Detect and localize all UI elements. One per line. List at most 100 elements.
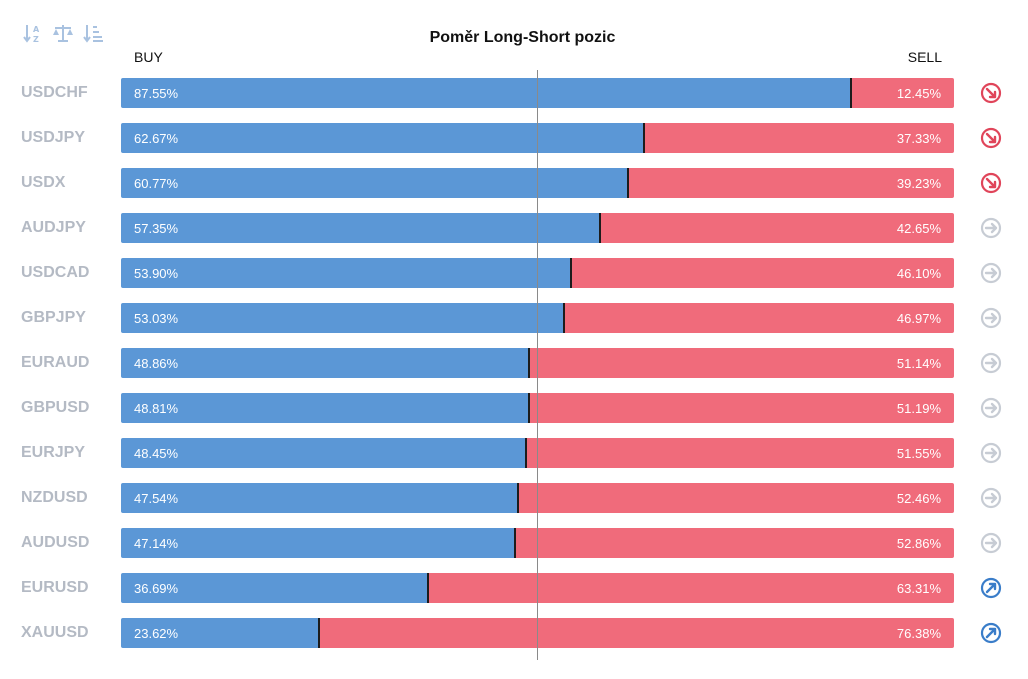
ratio-bar: 60.77% 39.23% <box>121 168 954 198</box>
buy-percent-label: 53.03% <box>134 311 179 326</box>
buy-bar: 47.14% <box>121 528 514 558</box>
symbol-label[interactable]: USDX <box>21 174 66 191</box>
ratio-bar: 47.54% 52.46% <box>121 483 954 513</box>
symbol-label[interactable]: AUDUSD <box>21 534 90 551</box>
ratio-row: NZDUSD 47.54% 52.46% <box>0 483 1028 513</box>
buy-percent-label: 87.55% <box>134 86 179 101</box>
buy-percent-label: 48.45% <box>134 446 179 461</box>
sell-bar: 46.97% <box>563 303 954 333</box>
ratio-bar: 53.03% 46.97% <box>121 303 954 333</box>
ratio-row: USDCHF 87.55% 12.45% <box>0 78 1028 108</box>
sell-percent-label: 39.23% <box>896 176 941 191</box>
svg-text:Z: Z <box>33 35 39 44</box>
sell-percent-label: 51.55% <box>896 446 941 461</box>
buy-bar: 48.45% <box>121 438 525 468</box>
ratio-row: EURJPY 48.45% 51.55% <box>0 438 1028 468</box>
symbol-label[interactable]: USDJPY <box>21 129 86 146</box>
buy-bar: 36.69% <box>121 573 427 603</box>
buy-header: BUY <box>134 49 163 65</box>
sell-bar: 39.23% <box>627 168 954 198</box>
sell-bar: 37.33% <box>643 123 954 153</box>
signal-neutral-icon[interactable] <box>980 487 1002 509</box>
buy-bar: 48.81% <box>121 393 528 423</box>
ratio-row: EURAUD 48.86% 51.14% <box>0 348 1028 378</box>
symbol-label[interactable]: NZDUSD <box>21 489 88 506</box>
signal-down-icon[interactable] <box>980 82 1002 104</box>
sell-percent-label: 51.14% <box>896 356 941 371</box>
symbol-label[interactable]: XAUUSD <box>21 624 89 641</box>
sell-percent-label: 52.86% <box>896 536 941 551</box>
sell-bar: 42.65% <box>599 213 954 243</box>
buy-bar: 57.35% <box>121 213 599 243</box>
sell-percent-label: 52.46% <box>896 491 941 506</box>
ratio-row: XAUUSD 23.62% 76.38% <box>0 618 1028 648</box>
balance-scale-icon[interactable] <box>52 22 74 44</box>
buy-percent-label: 53.90% <box>134 266 179 281</box>
ratio-row: USDCAD 53.90% 46.10% <box>0 258 1028 288</box>
ratio-bar: 48.86% 51.14% <box>121 348 954 378</box>
sell-percent-label: 63.31% <box>896 581 941 596</box>
buy-percent-label: 47.14% <box>134 536 179 551</box>
symbol-label[interactable]: EURUSD <box>21 579 89 596</box>
sell-percent-label: 46.10% <box>896 266 941 281</box>
symbol-label[interactable]: EURJPY <box>21 444 86 461</box>
sell-header: SELL <box>907 49 942 65</box>
ratio-row: AUDUSD 47.14% 52.86% <box>0 528 1028 558</box>
symbol-label[interactable]: GBPUSD <box>21 399 90 416</box>
sell-percent-label: 46.97% <box>896 311 941 326</box>
center-50-line <box>537 70 538 660</box>
signal-neutral-icon[interactable] <box>980 217 1002 239</box>
signal-neutral-icon[interactable] <box>980 532 1002 554</box>
ratio-row: USDJPY 62.67% 37.33% <box>0 123 1028 153</box>
buy-bar: 62.67% <box>121 123 643 153</box>
symbol-label[interactable]: GBPJPY <box>21 309 86 326</box>
ratio-row: USDX 60.77% 39.23% <box>0 168 1028 198</box>
signal-neutral-icon[interactable] <box>980 397 1002 419</box>
buy-percent-label: 47.54% <box>134 491 179 506</box>
ratio-row: GBPJPY 53.03% 46.97% <box>0 303 1028 333</box>
sell-bar: 52.46% <box>517 483 954 513</box>
sell-bar: 76.38% <box>318 618 954 648</box>
buy-bar: 53.90% <box>121 258 570 288</box>
buy-bar: 48.86% <box>121 348 528 378</box>
sort-desc-icon[interactable] <box>82 22 104 44</box>
sell-bar: 51.55% <box>525 438 954 468</box>
buy-percent-label: 57.35% <box>134 221 179 236</box>
ratio-bar: 53.90% 46.10% <box>121 258 954 288</box>
symbol-label[interactable]: USDCAD <box>21 264 90 281</box>
buy-bar: 53.03% <box>121 303 563 333</box>
ratio-bar: 57.35% 42.65% <box>121 213 954 243</box>
signal-neutral-icon[interactable] <box>980 442 1002 464</box>
buy-percent-label: 48.86% <box>134 356 179 371</box>
ratio-bar: 48.81% 51.19% <box>121 393 954 423</box>
signal-down-icon[interactable] <box>980 172 1002 194</box>
signal-up-icon[interactable] <box>980 577 1002 599</box>
buy-percent-label: 48.81% <box>134 401 179 416</box>
buy-bar: 23.62% <box>121 618 318 648</box>
sell-bar: 12.45% <box>850 78 954 108</box>
ratio-row: AUDJPY 57.35% 42.65% <box>0 213 1028 243</box>
sell-percent-label: 12.45% <box>896 86 941 101</box>
signal-up-icon[interactable] <box>980 622 1002 644</box>
buy-percent-label: 62.67% <box>134 131 179 146</box>
sell-bar: 52.86% <box>514 528 954 558</box>
chart-title: Poměr Long-Short pozic <box>429 29 616 46</box>
ratio-bar: 47.14% 52.86% <box>121 528 954 558</box>
sell-bar: 63.31% <box>427 573 954 603</box>
sell-percent-label: 42.65% <box>896 221 941 236</box>
buy-bar: 87.55% <box>121 78 850 108</box>
symbol-label[interactable]: EURAUD <box>21 354 90 371</box>
sell-bar: 51.19% <box>528 393 954 423</box>
symbol-label[interactable]: USDCHF <box>21 84 88 101</box>
sell-bar: 51.14% <box>528 348 954 378</box>
ratio-bar: 62.67% 37.33% <box>121 123 954 153</box>
sort-alpha-icon[interactable]: A Z <box>22 22 44 44</box>
signal-neutral-icon[interactable] <box>980 262 1002 284</box>
signal-neutral-icon[interactable] <box>980 307 1002 329</box>
symbol-label[interactable]: AUDJPY <box>21 219 86 236</box>
buy-bar: 47.54% <box>121 483 517 513</box>
signal-neutral-icon[interactable] <box>980 352 1002 374</box>
signal-down-icon[interactable] <box>980 127 1002 149</box>
toolbar: A Z <box>22 22 104 44</box>
